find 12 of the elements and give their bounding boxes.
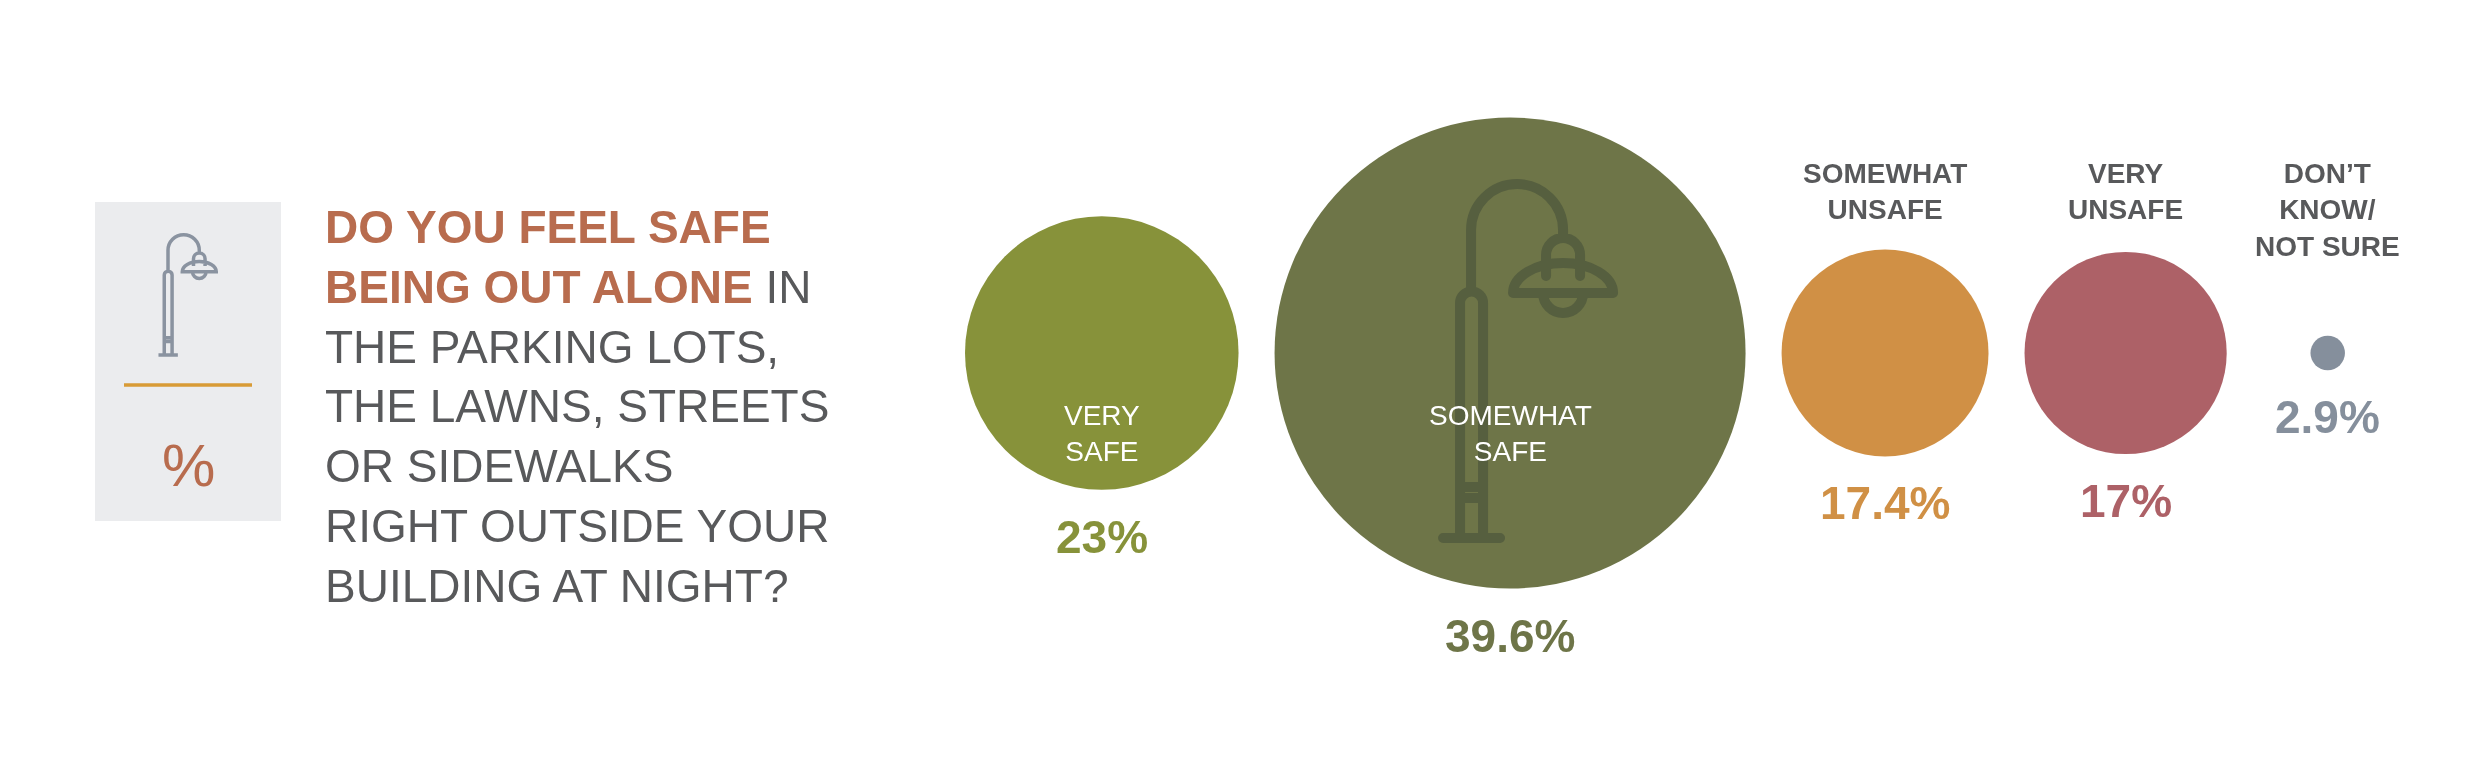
category-label: VERY UNSAFE (2068, 158, 2184, 226)
text: DO YOU FEEL SAFE BEING OUT ALONE (325, 201, 771, 313)
data-label: 17% (2080, 475, 2173, 527)
data-label: 2.9% (2275, 391, 2380, 443)
text: % (162, 432, 216, 499)
data-label: 17.4% (1820, 477, 1951, 529)
category-label: SOMEWHAT SAFE (1429, 400, 1592, 468)
data-label: 23% (1056, 511, 1149, 563)
category-label: DON’T KNOW/ NOT SURE (2255, 158, 2400, 262)
data-label: 39.6% (1445, 610, 1576, 662)
category-label: SOMEWHAT UNSAFE (1803, 158, 1968, 226)
category-label: VERY SAFE (1064, 400, 1141, 468)
